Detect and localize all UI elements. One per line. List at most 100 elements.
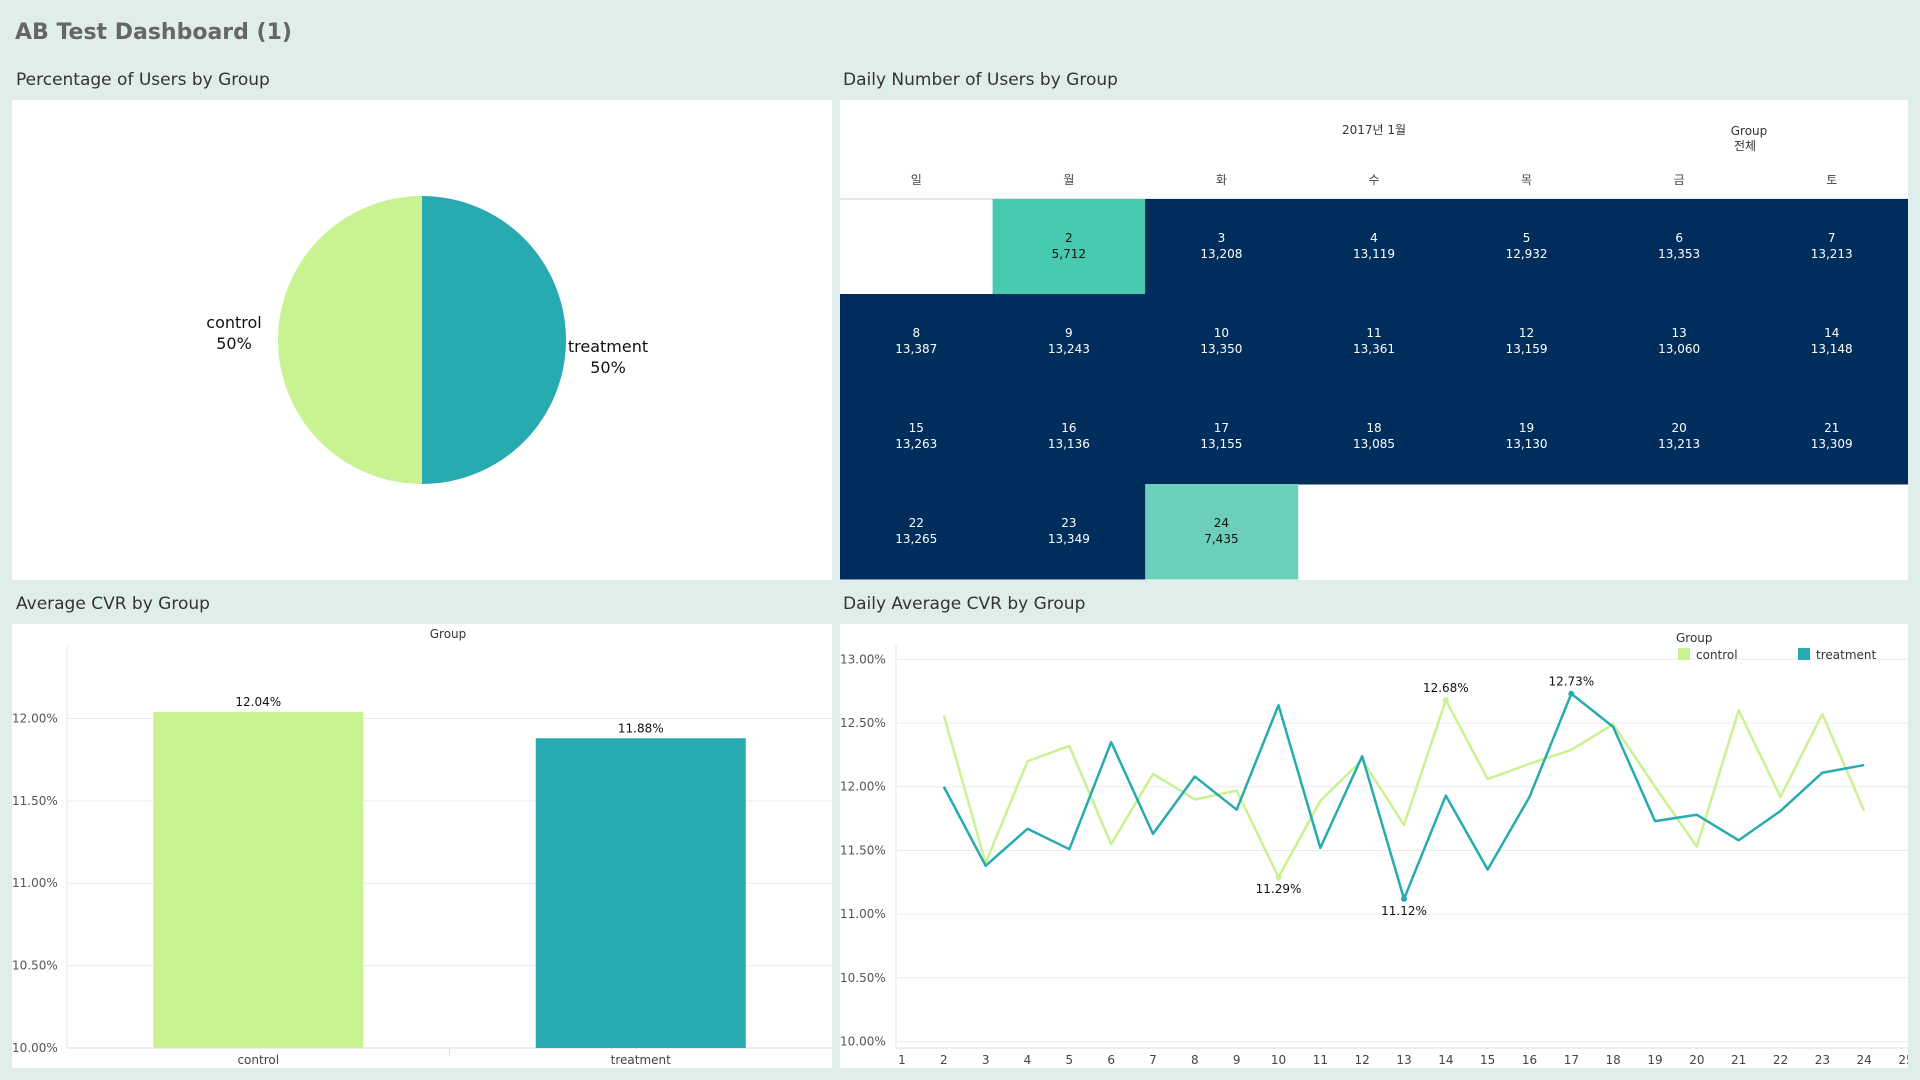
calendar-day-cell: 17 13,155 xyxy=(1145,389,1299,485)
calendar-day-users: 13,119 xyxy=(1353,247,1395,261)
calendar-day-cell: 21 13,309 xyxy=(1755,389,1909,485)
calendar-day-users: 13,213 xyxy=(1811,247,1853,261)
bar-value-label: 11.88% xyxy=(618,721,664,735)
weekday-header: 토 xyxy=(1826,173,1837,187)
calendar-day-users: 13,148 xyxy=(1811,342,1853,356)
calendar-day-cell: 13 13,060 xyxy=(1602,294,1756,390)
calendar-day-number: 22 xyxy=(909,516,924,530)
weekday-header: 금 xyxy=(1674,173,1685,187)
calendar-day-users: 13,349 xyxy=(1048,532,1090,546)
calendar-month-label: 2017년 1월 xyxy=(1342,123,1406,137)
line-x-tick-label: 21 xyxy=(1731,1053,1746,1067)
line-x-tick-label: 15 xyxy=(1480,1053,1495,1067)
line-x-tick-label: 4 xyxy=(1024,1053,1032,1067)
calendar-day-rect xyxy=(1145,294,1299,390)
line-annotation-point xyxy=(1275,874,1282,881)
line-x-tick-label: 10 xyxy=(1271,1053,1286,1067)
calendar-day-users: 13,159 xyxy=(1506,342,1548,356)
calendar-day-number: 17 xyxy=(1214,421,1229,435)
calendar-day-users: 7,435 xyxy=(1204,532,1238,546)
calendar-day-cell: 19 13,130 xyxy=(1450,389,1604,485)
line-x-tick-label: 9 xyxy=(1233,1053,1241,1067)
bar-x-tick-label: control xyxy=(237,1053,279,1067)
line-annotation-point xyxy=(1401,895,1407,902)
calendar-day-number: 21 xyxy=(1824,421,1839,435)
bar-y-tick-label: 11.00% xyxy=(12,876,58,890)
calendar-day-users: 13,213 xyxy=(1658,437,1700,451)
bar-panel: Group 10.00% 10.50% 11.00% 11.50% 12.00% 12.04… xyxy=(12,624,832,1068)
calendar-day-users: 13,361 xyxy=(1353,342,1395,356)
weekday-header: 목 xyxy=(1521,173,1532,187)
calendar-day-rect xyxy=(1297,199,1451,295)
pie-label-treatment: treatment xyxy=(568,337,648,356)
line-x-tick-label: 18 xyxy=(1606,1053,1621,1067)
calendar-day-number: 24 xyxy=(1214,516,1229,530)
calendar-day-number: 2 xyxy=(1065,231,1073,245)
calendar-day-cell: 12 13,159 xyxy=(1450,294,1604,390)
calendar-day-users: 13,243 xyxy=(1048,342,1090,356)
bar-y-tick-label: 11.50% xyxy=(12,794,58,808)
calendar-day-number: 19 xyxy=(1519,421,1534,435)
calendar-day-users: 13,350 xyxy=(1200,342,1242,356)
line-x-tick-label: 3 xyxy=(982,1053,990,1067)
calendar-day-rect xyxy=(840,389,994,485)
bar-y-tick-label: 10.50% xyxy=(12,959,58,973)
bar-header: Group xyxy=(430,627,467,641)
bar-chart: Group 10.00% 10.50% 11.00% 11.50% 12.00% 12.04… xyxy=(12,627,832,1067)
calendar-day-cell: 16 13,136 xyxy=(992,389,1146,485)
line-x-tick-label: 11 xyxy=(1313,1053,1328,1067)
line-x-tick-label: 14 xyxy=(1438,1053,1453,1067)
line-annotation-point xyxy=(1442,697,1449,704)
calendar-day-number: 11 xyxy=(1366,326,1381,340)
line-y-tick-label: 11.00% xyxy=(840,907,886,921)
calendar-day-number: 23 xyxy=(1061,516,1076,530)
line-y-tick-label: 10.00% xyxy=(840,1035,886,1049)
calendar-day-number: 15 xyxy=(909,421,924,435)
line-y-tick-label: 11.50% xyxy=(840,843,886,857)
weekday-header: 월 xyxy=(1063,173,1074,187)
calendar-day-users: 13,353 xyxy=(1658,247,1700,261)
line-annotation-point xyxy=(1568,690,1575,697)
line-annotation-label: 12.68% xyxy=(1423,681,1469,695)
line-y-tick-label: 12.00% xyxy=(840,780,886,794)
calendar-day-rect xyxy=(1755,389,1909,485)
line-sheet-title: Daily Average CVR by Group xyxy=(843,594,1086,614)
pie-label-control: control xyxy=(206,313,261,332)
pie-chart: treatment 50% control 50% xyxy=(206,196,648,484)
calendar-day-number: 20 xyxy=(1672,421,1687,435)
line-annotation-label: 11.29% xyxy=(1256,882,1302,896)
calendar-day-users: 13,309 xyxy=(1811,437,1853,451)
bar-sheet-title: Average CVR by Group xyxy=(16,594,210,614)
calendar-day-number: 12 xyxy=(1519,326,1534,340)
line-x-tick-label: 6 xyxy=(1107,1053,1115,1067)
calendar-day-rect xyxy=(1755,199,1909,295)
calendar-day-rect xyxy=(1602,294,1756,390)
calendar-day-rect xyxy=(1450,389,1604,485)
calendar-day-cell: 8 13,387 xyxy=(840,294,994,390)
bar-y-tick-label: 12.00% xyxy=(12,711,58,725)
line-x-tick-label: 13 xyxy=(1396,1053,1411,1067)
bar-control xyxy=(153,711,364,1048)
calendar-day-users: 13,085 xyxy=(1353,437,1395,451)
line-x-tick-label: 23 xyxy=(1815,1053,1830,1067)
line-x-tick-label: 2 xyxy=(940,1053,948,1067)
calendar-day-rect xyxy=(1145,389,1299,485)
calendar-day-number: 3 xyxy=(1218,231,1226,245)
line-x-tick-label: 1 xyxy=(898,1053,906,1067)
weekday-header: 일 xyxy=(911,173,922,187)
calendar-day-cell: 7 13,213 xyxy=(1755,199,1909,295)
bar-x-tick-label: treatment xyxy=(611,1053,671,1067)
calendar-day-users: 5,712 xyxy=(1052,247,1086,261)
line-x-tick-label: 12 xyxy=(1355,1053,1370,1067)
calendar-day-cell: 14 13,148 xyxy=(1755,294,1909,390)
calendar-day-rect xyxy=(1755,294,1909,390)
calendar-day-number: 6 xyxy=(1675,231,1683,245)
calendar-day-cell: 2 5,712 xyxy=(992,199,1146,295)
dashboard-title: AB Test Dashboard (1) xyxy=(15,20,292,45)
pie-pct-control: 50% xyxy=(216,334,252,353)
line-x-tick-label: 25 xyxy=(1898,1053,1908,1067)
calendar-day-rect xyxy=(1297,389,1451,485)
calendar-group-value: 전체 xyxy=(1734,139,1756,153)
line-annotation-label: 12.73% xyxy=(1548,675,1594,689)
line-x-tick-label: 7 xyxy=(1149,1053,1157,1067)
